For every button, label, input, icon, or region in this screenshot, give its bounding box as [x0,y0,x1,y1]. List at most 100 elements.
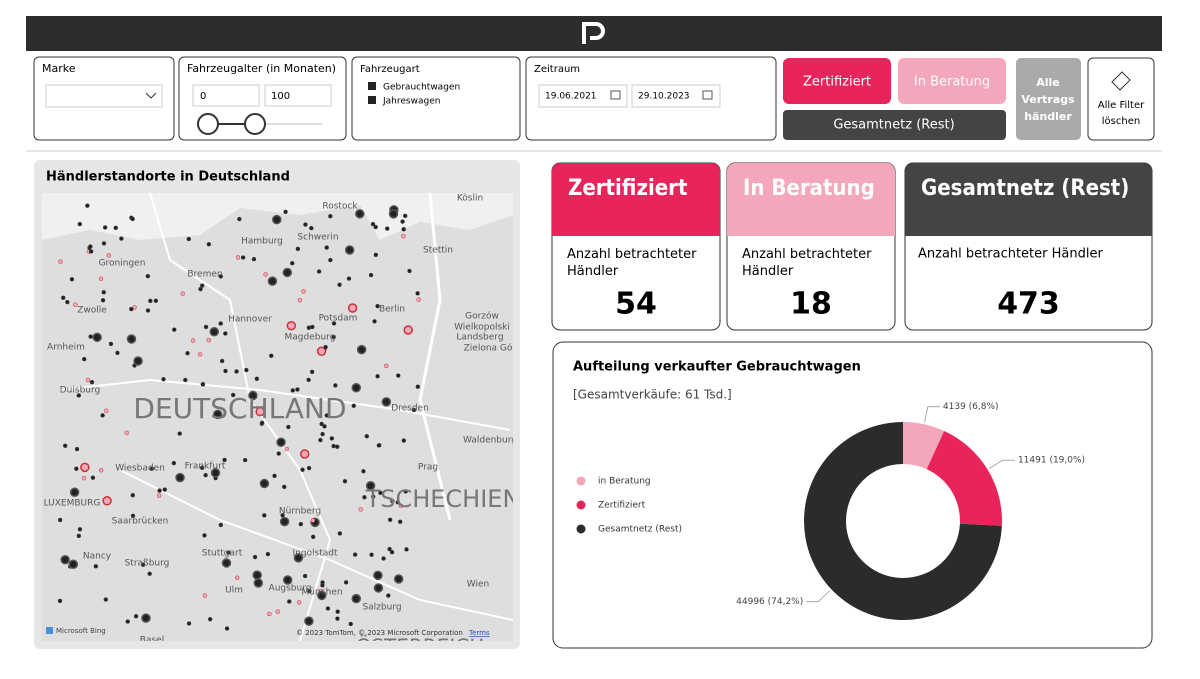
dealer-dot [302,573,308,579]
dealer-dot [310,534,316,540]
button-label: Vertrags [1021,93,1075,106]
dealer-dot [279,516,290,527]
dealer-dot [346,276,352,281]
dealer-dot [113,225,118,231]
dealer-dot [253,578,264,588]
dropdown[interactable] [45,84,163,108]
dealer-dot [401,438,407,443]
button-rest[interactable] [783,110,1006,140]
dealer-dot [282,575,293,585]
donut-slice[interactable] [903,422,945,470]
dealer-dot [333,383,338,388]
dealer-dot [106,253,112,258]
button-all-dealers[interactable] [1016,58,1081,140]
place-label: Straßburg [125,559,170,569]
dealer-dot [74,446,80,452]
dealer-dot [318,437,323,443]
dealer-dot [101,241,107,246]
map-copyright: © 2023 TomTom, © 2023 Microsoft Corporat… [296,629,463,637]
dealer-dot [190,338,196,343]
date-input[interactable] [631,84,721,108]
checkbox[interactable] [368,82,376,90]
leader-line [989,459,1015,469]
filter-age[interactable]: Fahrzeugalter (in Monaten) 0 100 [178,56,347,141]
map-layer [42,193,513,641]
dealer-dot [100,413,105,418]
dealer-dot [242,457,248,463]
place-label: Prag [418,463,438,473]
kpi-title: Gesamtnetz (Rest) [921,176,1129,201]
dealer-dot [202,593,208,598]
filter-brand[interactable]: Marke [33,56,175,141]
dealer-dot [328,213,333,219]
dealer-dot [402,213,408,219]
dealer-dot [100,298,106,303]
dealer-dot [306,465,312,471]
donut-slice[interactable] [803,422,1002,620]
dealer-dot [320,431,325,437]
place-label: München [301,588,342,598]
dealer-dot [297,297,303,303]
legend-marker [576,500,586,510]
input[interactable] [192,84,260,107]
donut: 4139 (6,8%) in Beratung 11491 (19,0%) Zerti… [576,402,1085,620]
dealer-dot [92,332,102,343]
button-certified[interactable] [783,58,891,104]
checkbox-label: Jahreswagen [382,97,440,107]
dealer-dot [218,321,223,326]
button-consulting[interactable] [898,58,1006,104]
dealer-dot [133,614,139,619]
dealer-dot [301,289,306,294]
dealer-dot [295,387,300,392]
dealer-dot [386,593,391,598]
map-terms[interactable]: Terms [468,629,490,637]
dealer-dot [218,274,224,279]
legend-marker [576,524,586,534]
dealer-dot [375,374,380,379]
dealer-dot [171,460,177,466]
dealer-dot [85,377,91,383]
dealer-dot [149,466,155,472]
dealer-dot [290,260,295,266]
dealer-dot [373,583,384,593]
dealer-dot [58,259,63,264]
slider-handle[interactable] [244,113,266,135]
donut-slice[interactable] [926,430,1002,526]
dealer-dot [210,468,221,478]
button-label: löschen [1102,116,1140,127]
input[interactable] [264,84,332,107]
place-label: Saarbrücken [112,517,169,527]
dealer-dot [351,382,362,393]
dealer-dot [263,272,268,277]
dealer-dot [403,489,408,494]
date-input[interactable] [538,84,628,108]
legend-marker [576,476,586,486]
dealer-dot [140,562,146,567]
filter-type[interactable]: Fahrzeugart Gebrauchtwagen Jahreswagen [351,56,521,141]
checkbox[interactable] [368,96,376,104]
dealer-dot [395,500,401,505]
slider-handle[interactable] [197,113,219,135]
dealer-dot [370,494,376,499]
dealer-dot [376,443,382,448]
kpi-title: In Beratung [743,176,875,201]
dealer-dot [306,377,311,383]
button-label: Alle Filter [1098,100,1145,111]
dealer-dot [206,337,212,343]
dealer-dot [361,469,366,474]
filter-period[interactable]: Zeitraum 19.06.2021 29.10.2023 [525,56,777,141]
dealer-dots [57,203,421,631]
legend-label: Zertifiziert [598,501,646,511]
dealer-dot [407,268,412,274]
dealer-dot [145,308,151,313]
dealer-dot [334,444,340,450]
dealer-dot [381,397,392,407]
dealer-dot [365,480,376,491]
place-label: Gorzów [465,311,499,322]
button-clear[interactable] [1087,57,1155,141]
dealer-dot [102,496,112,506]
dealer-dot [108,341,114,347]
dealer-dot [276,437,286,447]
dealer-dot [411,407,417,413]
